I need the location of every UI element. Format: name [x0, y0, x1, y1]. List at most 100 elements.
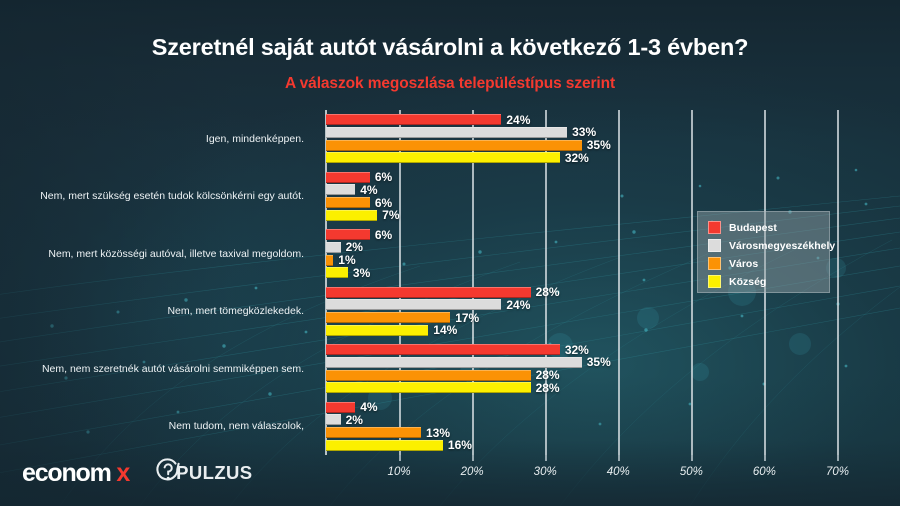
bar-group: Nem, mert közösségi autóval, illetve tax… — [48, 228, 874, 280]
x-axis-tick — [691, 455, 693, 461]
x-axis-tick — [545, 455, 547, 461]
legend-item[interactable]: Város — [708, 255, 829, 272]
bar[interactable] — [326, 356, 582, 368]
legend-item[interactable]: Budapest — [708, 219, 829, 236]
bar-value-label: 14% — [433, 323, 458, 338]
bar-group: Nem, nem szeretnék autót vásárolni semmi… — [42, 342, 874, 395]
x-axis-tick — [399, 455, 401, 461]
bar[interactable] — [326, 209, 378, 221]
bar-value-label: 4% — [360, 182, 378, 197]
bar-row[interactable]: 28% — [326, 285, 874, 300]
x-axis-tick — [472, 455, 474, 461]
pulzus-circle-icon — [153, 456, 183, 491]
bar-row[interactable]: 2% — [326, 240, 874, 255]
pulzus-logo[interactable]: PULZUS — [153, 456, 252, 491]
bar[interactable] — [326, 369, 531, 381]
bar-group: Nem, mert tömegközlekedek. 28% 24% 17% 14% — [167, 285, 874, 338]
bar-row[interactable]: 16% — [326, 438, 874, 453]
bar[interactable] — [326, 241, 341, 253]
bar-row[interactable]: 2% — [326, 413, 874, 427]
bar[interactable] — [326, 344, 560, 356]
bar-row[interactable]: 24% — [326, 298, 874, 312]
bar[interactable] — [326, 171, 370, 183]
bar-row[interactable]: 14% — [326, 323, 874, 338]
bar-row[interactable]: 35% — [326, 138, 874, 152]
bar[interactable] — [326, 152, 560, 164]
legend-color-swatch — [708, 221, 721, 234]
bar[interactable] — [326, 427, 421, 439]
gridline — [399, 110, 401, 455]
bar-value-label: 32% — [564, 150, 589, 165]
bar-row[interactable]: 7% — [326, 208, 874, 222]
x-axis-tick-label: 40% — [606, 466, 630, 478]
bar-row[interactable]: 17% — [326, 311, 874, 325]
x-axis-tick — [764, 455, 766, 461]
bar-value-label: 28% — [535, 368, 560, 383]
bar[interactable] — [326, 139, 582, 151]
bar[interactable] — [326, 184, 356, 196]
bar[interactable] — [326, 286, 531, 298]
bar-group: Igen, mindenképpen. 24% 33% 35% 32% — [206, 113, 874, 165]
bar-row[interactable]: 24% — [326, 113, 874, 127]
bar-row[interactable]: 6% — [326, 195, 874, 210]
bar-value-label: 35% — [586, 355, 611, 370]
page-title: Szeretnél saját autót vásárolni a követk… — [151, 34, 749, 60]
x-axis-tick-label: 50% — [679, 466, 703, 478]
legend-label: Város — [729, 257, 759, 270]
bar[interactable] — [326, 439, 443, 451]
legend-item[interactable]: Község — [708, 273, 829, 290]
chart-legend: Budapest Városmegyeszékhely Város Község — [697, 211, 835, 293]
x-axis-tick-label: 20% — [460, 466, 484, 478]
y-axis-line — [325, 110, 327, 455]
bar-row[interactable]: 13% — [326, 425, 874, 440]
bar-row[interactable]: 6% — [326, 170, 874, 184]
bar-value-label: 32% — [564, 342, 589, 357]
bar[interactable] — [326, 114, 502, 126]
bar-chart-plot-area: 10% 20% 30% 40% 50% 60% 70% Igen, mindenképpen.… — [40, 110, 874, 478]
bar-value-label: 16% — [447, 438, 472, 453]
bar-group: Nem tudom, nem válaszolok, 4% 2% 13% 16% — [169, 400, 874, 453]
bar-value-label: 1% — [338, 253, 356, 268]
gridline — [472, 110, 474, 455]
bar-row[interactable]: 32% — [326, 342, 874, 357]
bar-row[interactable]: 28% — [326, 368, 874, 383]
bar[interactable] — [326, 197, 370, 209]
bar[interactable] — [326, 254, 334, 266]
category-label: Nem tudom, nem válaszolok, — [168, 420, 304, 433]
bar[interactable] — [326, 414, 341, 426]
bar-value-label: 2% — [345, 240, 363, 255]
bar[interactable] — [326, 267, 348, 279]
bar[interactable] — [326, 229, 370, 241]
bar[interactable] — [326, 126, 568, 138]
legend-item[interactable]: Városmegyeszékhely — [708, 237, 835, 254]
bar[interactable] — [326, 312, 451, 324]
bar[interactable] — [326, 324, 429, 336]
pulzus-logo-text: PULZUS — [176, 462, 253, 484]
bar-value-label: 28% — [535, 285, 560, 300]
category-label: Nem, nem szeretnék autót vásárolni semmi… — [41, 362, 304, 375]
legend-label: Városmegyeszékhely — [729, 239, 836, 252]
bar-row[interactable]: 1% — [326, 253, 874, 268]
bar-row[interactable]: 35% — [326, 355, 874, 370]
bar-row[interactable]: 3% — [326, 265, 874, 280]
bar-value-label: 28% — [535, 380, 560, 395]
x-axis-tick-label: 60% — [752, 466, 776, 478]
bar-value-label: 6% — [374, 195, 393, 210]
economx-logo[interactable]: econom x — [22, 461, 130, 486]
legend-label: Község — [729, 275, 767, 288]
bar-row[interactable]: 6% — [326, 228, 874, 242]
bar[interactable] — [326, 401, 356, 413]
x-axis-tick — [618, 455, 620, 461]
bar-value-label: 13% — [425, 425, 451, 440]
bar-row[interactable]: 4% — [326, 400, 874, 414]
bar-row[interactable]: 32% — [326, 150, 874, 165]
bar-row[interactable]: 33% — [326, 125, 874, 139]
bar-row[interactable]: 4% — [326, 182, 874, 197]
page-subtitle: A válaszok megoszlása településtípus sze… — [284, 75, 616, 92]
bar[interactable] — [326, 382, 531, 394]
bar[interactable] — [326, 299, 502, 311]
gridline — [618, 110, 620, 455]
bar-row[interactable]: 28% — [326, 380, 874, 395]
bar-value-label: 3% — [352, 265, 371, 280]
